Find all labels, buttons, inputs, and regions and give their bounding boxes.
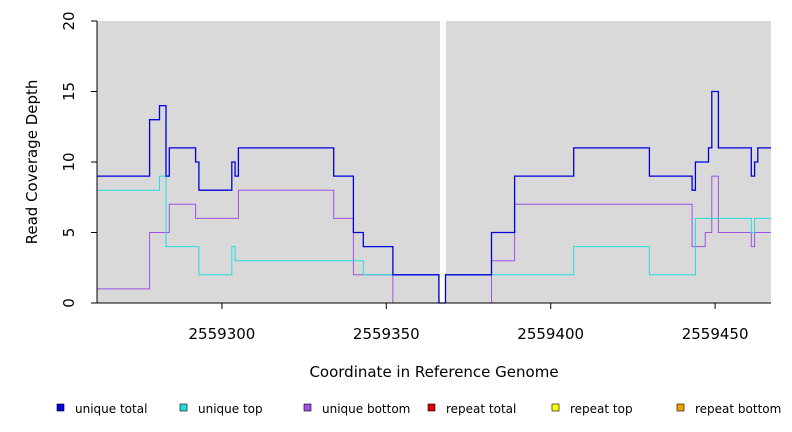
plot-panel bbox=[97, 21, 771, 303]
y-tick-label: 20 bbox=[60, 11, 78, 30]
legend-label: repeat total bbox=[446, 402, 516, 416]
gap-layer bbox=[439, 21, 446, 303]
x-tick-label: 2559400 bbox=[517, 325, 584, 343]
y-tick-label: 10 bbox=[60, 152, 78, 171]
legend-label: unique total bbox=[75, 402, 147, 416]
x-tick-label: 2559350 bbox=[353, 325, 420, 343]
y-tick-label: 5 bbox=[60, 228, 78, 238]
legend-label: unique bottom bbox=[322, 402, 410, 416]
y-tick-label: 0 bbox=[60, 298, 78, 308]
x-tick-label: 2559300 bbox=[189, 325, 256, 343]
legend-swatch bbox=[551, 403, 560, 412]
x-axis-title: Coordinate in Reference Genome bbox=[309, 363, 558, 381]
legend-label: repeat top bbox=[570, 402, 633, 416]
legend-swatch bbox=[427, 403, 436, 412]
y-tick-label: 15 bbox=[60, 82, 78, 101]
legend-label: unique top bbox=[198, 402, 263, 416]
legend: unique total unique top unique bottom repea… bbox=[56, 402, 781, 416]
legend-swatch bbox=[56, 403, 65, 412]
series-line-unique-total bbox=[97, 90, 771, 304]
y-axis-title: Read Coverage Depth bbox=[23, 80, 41, 245]
gap-band bbox=[439, 21, 446, 303]
legend-swatch bbox=[676, 403, 685, 412]
legend-label: repeat bottom bbox=[695, 402, 781, 416]
legend-swatch bbox=[179, 403, 188, 412]
x-tick-label: 2559450 bbox=[682, 325, 749, 343]
axes-layer: 0 5 10 15 20 2559300 2559350 2559400 2559450 bbox=[60, 11, 771, 343]
legend-swatch bbox=[303, 403, 312, 412]
